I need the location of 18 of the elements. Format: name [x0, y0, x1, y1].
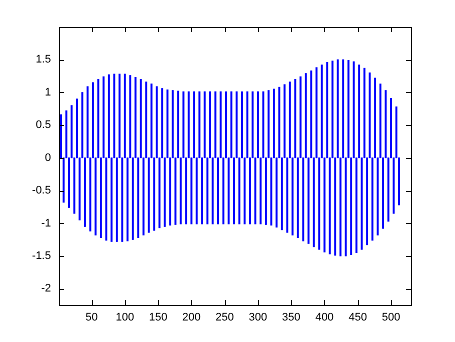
x-tick-label: 450 — [348, 312, 367, 324]
x-tick-label: 100 — [116, 312, 134, 324]
x-tick-label: 500 — [382, 312, 400, 324]
y-tick-label: -1.5 — [32, 250, 51, 262]
x-tick-label: 250 — [216, 312, 234, 324]
y-tick-label: -2 — [41, 282, 51, 295]
y-tick-label: -0.5 — [32, 184, 51, 197]
x-tick-label: 50 — [85, 312, 98, 324]
x-tick-label: 400 — [315, 312, 334, 324]
x-tick-label: 300 — [248, 312, 268, 324]
y-tick-label: 0.5 — [36, 119, 51, 132]
y-tick-label: -1 — [41, 217, 51, 230]
x-tick-label: 150 — [148, 312, 168, 324]
y-tick-label: 1 — [44, 86, 51, 98]
x-tick-label: 200 — [182, 312, 201, 324]
y-tick-label: 1.5 — [36, 54, 51, 66]
x-tick-label: 350 — [282, 312, 300, 324]
y-tick-label: 0 — [44, 152, 51, 164]
